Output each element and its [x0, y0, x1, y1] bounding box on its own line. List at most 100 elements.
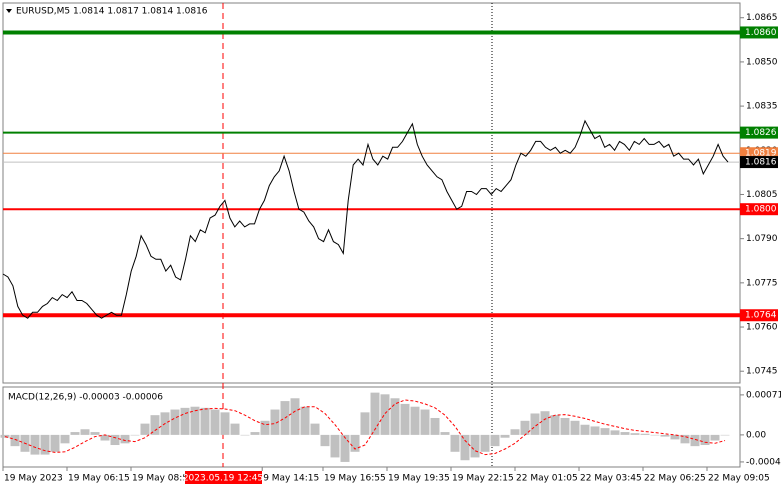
macd-bar [180, 407, 190, 435]
crosshair-time-box [185, 471, 262, 484]
level-label-box [740, 203, 778, 216]
macd-bar [30, 434, 40, 455]
macd-bar [500, 434, 510, 438]
macd-bar [460, 434, 470, 461]
macd-bar [340, 434, 350, 462]
macd-bar [630, 433, 640, 435]
macd-bar [470, 434, 480, 458]
macd-bar [390, 398, 400, 435]
macd-bar [230, 423, 240, 435]
macd-bar [360, 412, 370, 435]
macd-bar [580, 424, 590, 435]
macd-bar [350, 434, 360, 452]
macd-bar [320, 434, 330, 447]
crosshair-time-label: 2023.05.19 12:45 [183, 474, 263, 484]
y-tick-label: 1.0790 [746, 234, 778, 244]
macd-bar [120, 434, 130, 444]
macd-bar [700, 434, 710, 446]
macd-bar [50, 434, 60, 452]
macd-bar [190, 406, 200, 435]
y-tick-label: 1.0745 [746, 367, 778, 377]
macd-bar [540, 411, 550, 435]
macd-bar [430, 417, 440, 435]
current-price-label: 1.0816 [745, 158, 777, 168]
macd-bar [60, 434, 70, 444]
macd-bar [200, 407, 210, 435]
macd-bar [530, 413, 540, 435]
x-tick-label: 19 May 06:15 [68, 474, 130, 484]
macd-bar [300, 406, 310, 435]
macd-bar [680, 434, 690, 444]
x-tick-label: 22 May 01:05 [516, 474, 578, 484]
y-tick-label: 1.0835 [746, 102, 778, 112]
macd-bar [70, 432, 80, 435]
current-price-box [740, 156, 778, 169]
macd-bar [720, 434, 730, 436]
macd-bar [400, 403, 410, 435]
x-tick-label: 22 May 03:45 [580, 474, 642, 484]
macd-bar [660, 434, 670, 437]
x-tick-label: 22 May 06:25 [644, 474, 706, 484]
level-label: 1.0860 [745, 28, 777, 38]
y-tick-label: 0.00 [746, 430, 766, 440]
macd-bar [690, 434, 700, 447]
level-label-box [740, 26, 778, 39]
macd-bar [10, 434, 20, 447]
macd-bar [210, 409, 220, 435]
macd-bar [450, 434, 460, 452]
macd-bar [100, 434, 110, 441]
macd-bar [570, 420, 580, 435]
macd-bar [220, 412, 230, 435]
menu-triangle [6, 9, 12, 13]
level-label: 1.0764 [745, 311, 777, 321]
macd-bar [330, 434, 340, 458]
y-tick-label: 1.0805 [746, 190, 778, 200]
y-tick-label: 1.0775 [746, 278, 778, 288]
x-tick-label: 19 May 19:35 [388, 474, 450, 484]
x-tick-label: 9 May 14:15 [263, 474, 319, 484]
macd-bar [480, 434, 490, 452]
macd-bar [240, 434, 250, 436]
macd-bar [410, 406, 420, 435]
x-tick-label: 19 May 08:5 [132, 474, 188, 484]
macd-bar [550, 415, 560, 435]
macd-bar [170, 409, 180, 435]
macd-bar [520, 420, 530, 435]
price-pane [2, 2, 741, 384]
macd-bar [110, 434, 120, 446]
macd-bar [290, 398, 300, 435]
macd-bar [560, 417, 570, 435]
y-tick-label: 0.00071 [746, 390, 781, 400]
level-label-box [740, 126, 778, 139]
macd-bar [590, 426, 600, 435]
level-label: 1.0826 [745, 128, 777, 138]
y-tick-label: 1.0850 [746, 57, 778, 67]
chart-title: EURUSD,M5 1.0814 1.0817 1.0814 1.0816 [16, 7, 208, 17]
macd-title: MACD(12,26,9) -0.00003 -0.00006 [8, 393, 163, 403]
level-label: 1.0800 [745, 205, 777, 215]
x-tick-label: 19 May 22:15 [452, 474, 514, 484]
macd-bar [310, 423, 320, 435]
y-tick-label: 1.0760 [746, 323, 778, 333]
macd-bar [650, 434, 660, 436]
macd-bar [380, 394, 390, 435]
macd-bar [260, 420, 270, 435]
macd-bar [370, 392, 380, 435]
macd-bar [620, 432, 630, 435]
price-line [2, 119, 729, 319]
macd-bar [0, 434, 10, 438]
x-tick-label: 22 May 09:05 [708, 474, 770, 484]
macd-bar [640, 433, 650, 435]
macd-bar [610, 430, 620, 435]
level-label: 1.0819 [745, 149, 777, 159]
macd-bar [40, 434, 50, 455]
macd-bar [710, 434, 720, 441]
macd-bar [140, 423, 150, 435]
signal-line [4, 399, 726, 456]
macd-bar [670, 434, 680, 440]
macd-bar [510, 429, 520, 435]
macd-bar [80, 429, 90, 435]
macd-bar [130, 434, 140, 436]
x-tick-label: 19 May 16:55 [324, 474, 386, 484]
